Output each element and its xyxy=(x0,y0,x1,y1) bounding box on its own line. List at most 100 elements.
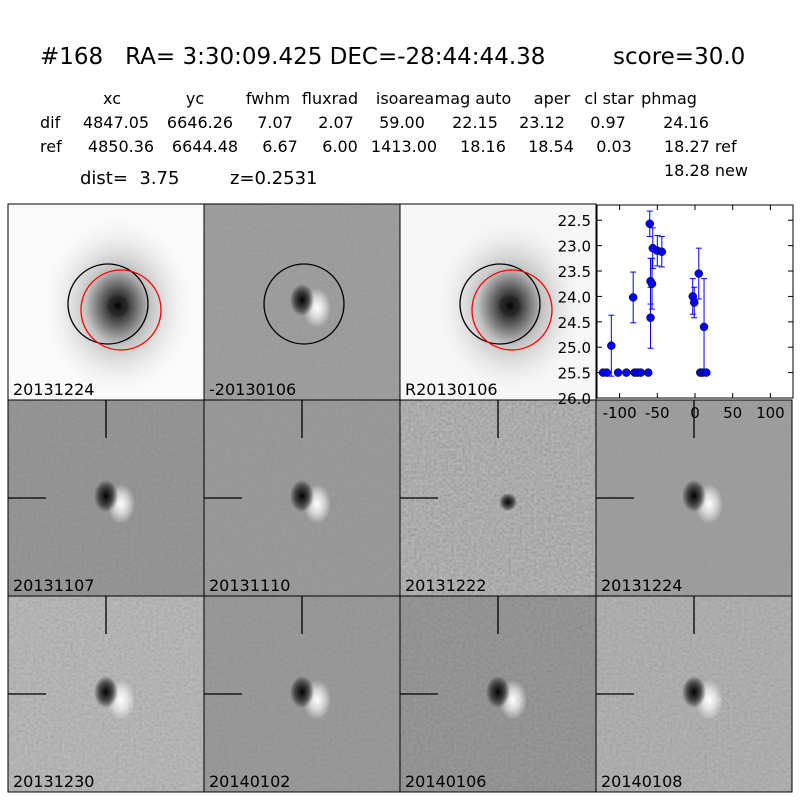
column-header: isoarea xyxy=(376,89,434,108)
data-point xyxy=(628,293,638,302)
table-cell: 59.00 xyxy=(379,113,425,132)
stamp-label: 20140108 xyxy=(601,772,682,791)
table-cell: 6644.48 xyxy=(172,137,238,156)
column-header: xc xyxy=(103,89,121,108)
table-cell: 6646.26 xyxy=(167,113,233,132)
x-tick-label: 0 xyxy=(690,404,700,422)
aperture-circle xyxy=(80,269,162,351)
table-cell: 18.16 xyxy=(460,137,506,156)
aperture-circle xyxy=(471,269,553,351)
stamp-label: 20131224 xyxy=(601,576,682,595)
stamp-frame xyxy=(595,595,793,793)
stamp: 20131224 xyxy=(7,203,205,401)
column-header: mag auto xyxy=(435,89,512,108)
stamp-label: R20130106 xyxy=(405,380,498,399)
stamp-label: 20131230 xyxy=(13,772,94,791)
stamp: -20130106 xyxy=(203,203,401,401)
table-cell: 2.07 xyxy=(318,113,354,132)
table-cell: 23.12 xyxy=(519,113,565,132)
row-label: ref xyxy=(40,137,62,156)
table-cell: 1413.00 xyxy=(371,137,437,156)
table-cell: 18.54 xyxy=(528,137,574,156)
data-point xyxy=(645,219,655,229)
row-label: dif xyxy=(40,113,61,132)
galaxy-core xyxy=(498,294,522,318)
table-cell: 0.97 xyxy=(590,113,626,132)
stamp: 20140102 xyxy=(203,595,401,793)
table-cell: 6.00 xyxy=(322,137,358,156)
data-point xyxy=(607,341,616,350)
stamp: 20140106 xyxy=(399,595,597,793)
residual-negative xyxy=(499,493,517,511)
residual-negative xyxy=(94,676,118,708)
residual-negative xyxy=(290,284,314,316)
column-header: yc xyxy=(186,89,204,108)
column-header: cl star xyxy=(584,89,634,108)
residual-negative xyxy=(290,676,314,708)
y-tick-label: 26.0 xyxy=(558,390,591,408)
stamp: R20130106 xyxy=(399,203,597,401)
column-header: fwhm xyxy=(246,89,290,108)
y-tick-label: 25.0 xyxy=(558,339,591,357)
table-cell: 18.27 ref xyxy=(664,137,737,156)
stamp: 20140108 xyxy=(595,595,793,793)
table-cell: 4847.05 xyxy=(83,113,149,132)
residual-negative xyxy=(486,676,510,708)
y-tick-label: 24.0 xyxy=(558,288,591,306)
aperture-circle xyxy=(67,263,149,345)
x-tick-label: -100 xyxy=(603,404,637,422)
residual-negative xyxy=(682,480,706,512)
table-cell: 6.67 xyxy=(262,137,298,156)
table-cell: 7.07 xyxy=(257,113,293,132)
data-point xyxy=(644,368,653,377)
residual-negative xyxy=(682,676,706,708)
data-point xyxy=(622,368,631,377)
stamp-label: -20130106 xyxy=(209,380,296,399)
column-header: aper xyxy=(534,89,571,108)
galaxy-core xyxy=(106,294,130,318)
x-tick-label: 100 xyxy=(756,404,785,422)
stamp-label: 20131222 xyxy=(405,576,486,595)
data-point xyxy=(699,322,709,332)
table-cell: 22.15 xyxy=(452,113,498,132)
x-tick-label: 50 xyxy=(723,404,742,422)
y-tick-label: 23.5 xyxy=(558,263,591,281)
stamp: 20131230 xyxy=(7,595,205,793)
data-point xyxy=(657,247,667,256)
residual-negative xyxy=(94,480,118,512)
data-point xyxy=(694,269,704,278)
data-point xyxy=(636,368,645,377)
aperture-circle xyxy=(459,263,541,345)
stamp: 20131222 xyxy=(399,399,597,597)
y-tick-label: 23.0 xyxy=(558,238,591,256)
x-tick-label: -50 xyxy=(645,404,670,422)
stamp-label: 20131224 xyxy=(13,380,94,399)
table-cell: 4850.36 xyxy=(88,137,154,156)
table-cell: 0.03 xyxy=(596,137,632,156)
data-point xyxy=(613,368,623,377)
table-cell: 24.16 xyxy=(663,113,709,132)
header-score: score=30.0 xyxy=(613,44,745,70)
data-point xyxy=(689,298,699,307)
data-point xyxy=(702,368,711,377)
data-point xyxy=(602,368,612,377)
header-title: #168 RA= 3:30:09.425 DEC=-28:44:44.38 xyxy=(40,44,545,70)
phmag-new: 18.28 new xyxy=(664,161,748,180)
redshift: z=0.2531 xyxy=(230,168,318,189)
stamp-label: 20131107 xyxy=(13,576,94,595)
column-header: phmag xyxy=(641,89,697,108)
stamp: 20131107 xyxy=(7,399,205,597)
data-point xyxy=(646,313,655,323)
column-header: fluxrad xyxy=(302,89,358,108)
data-point xyxy=(647,279,657,288)
residual-negative xyxy=(290,480,314,512)
stamp-label: 20140102 xyxy=(209,772,290,791)
y-tick-label: 24.5 xyxy=(558,314,591,332)
dist: dist= 3.75 xyxy=(80,168,179,189)
stamp-label: 20140106 xyxy=(405,772,486,791)
stamp: 20131110 xyxy=(203,399,401,597)
stamp: 20131224 xyxy=(595,399,793,597)
y-tick-label: 25.5 xyxy=(558,365,591,383)
stamp-label: 20131110 xyxy=(209,576,290,595)
